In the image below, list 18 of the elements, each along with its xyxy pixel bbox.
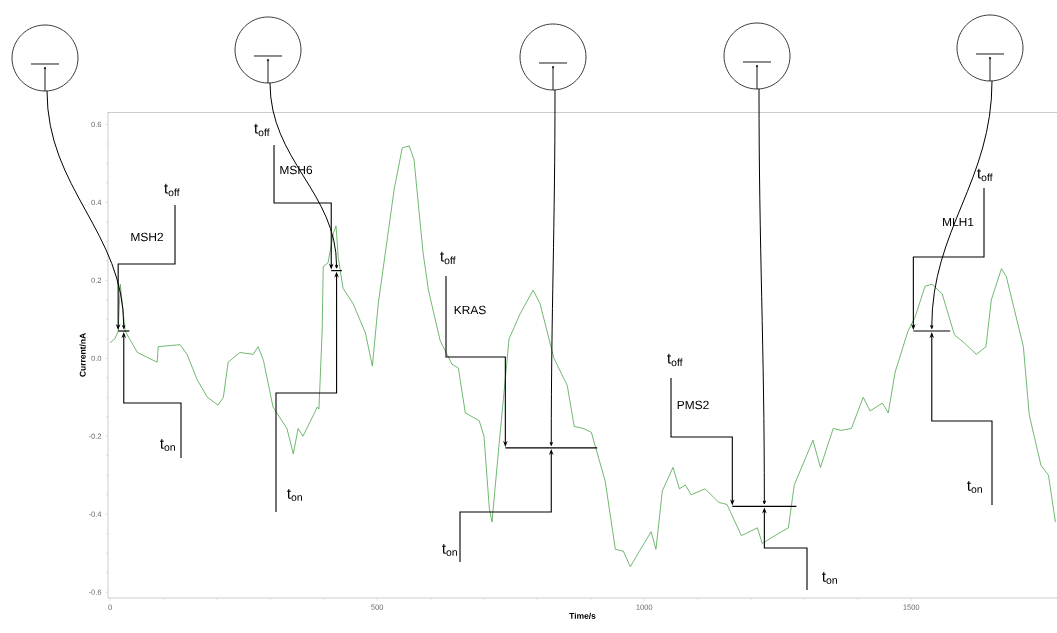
annotation: MSH2 [131, 232, 164, 242]
annotation: MLH1 [943, 217, 974, 227]
annotation: t$_{off}$ [440, 251, 456, 265]
annotation: t$_{on}$ [160, 439, 175, 451]
annotation: PMS2 [677, 400, 709, 410]
annotation: t$_{on}$ [442, 544, 457, 556]
x-axis-title: Time/s [569, 612, 596, 619]
annotation: t$_{on}$ [967, 481, 982, 493]
annotation: t$_{off}$ [254, 123, 270, 137]
annotation: t$_{on}$ [287, 489, 302, 501]
annotation: t$_{off}$ [667, 353, 683, 367]
annotation: t$_{off}$ [977, 168, 993, 182]
annotation: t$_{off}$ [164, 183, 180, 197]
line-series [109, 145, 1056, 568]
annotation: KRAS [454, 305, 486, 315]
annotation: t$_{on}$ [822, 572, 837, 584]
annotation: MSH6 [280, 165, 313, 175]
y-axis-title: Current/nA [79, 333, 86, 377]
